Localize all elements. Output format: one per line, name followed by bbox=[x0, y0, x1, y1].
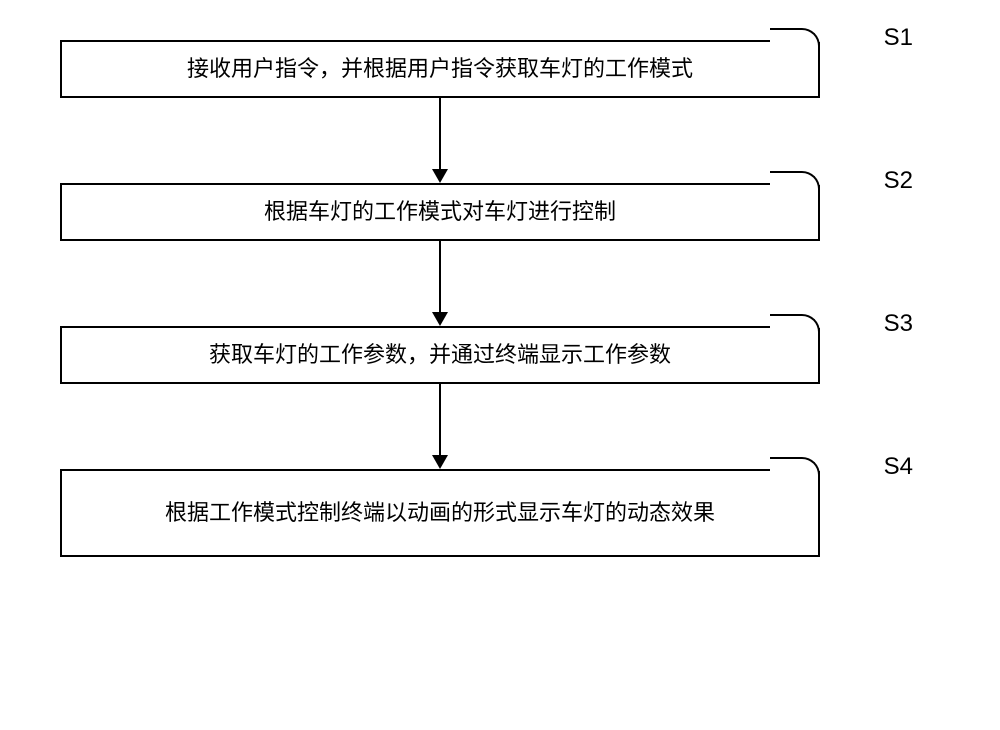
connector-curve bbox=[770, 326, 820, 328]
step-label: S1 bbox=[884, 24, 913, 52]
arrow-line bbox=[439, 384, 441, 457]
arrow-head bbox=[432, 312, 448, 326]
connector-curve bbox=[770, 40, 820, 42]
step-box-s2: 根据车灯的工作模式对车灯进行控制 S2 bbox=[60, 183, 820, 241]
arrow-line bbox=[439, 98, 441, 171]
arrow-connector bbox=[60, 241, 820, 326]
step-box-s4: 根据工作模式控制终端以动画的形式显示车灯的动态效果 S4 bbox=[60, 469, 820, 557]
arrow-head bbox=[432, 455, 448, 469]
step-text: 获取车灯的工作参数，并通过终端显示工作参数 bbox=[209, 337, 671, 372]
step-text: 根据车灯的工作模式对车灯进行控制 bbox=[264, 194, 616, 229]
step-label: S3 bbox=[884, 310, 913, 338]
connector-curve bbox=[770, 469, 820, 471]
step-label: S4 bbox=[884, 453, 913, 481]
step-box-s1: 接收用户指令，并根据用户指令获取车灯的工作模式 S1 bbox=[60, 40, 820, 98]
step-text: 接收用户指令，并根据用户指令获取车灯的工作模式 bbox=[187, 51, 693, 86]
arrow-connector bbox=[60, 384, 820, 469]
step-label: S2 bbox=[884, 167, 913, 195]
flowchart-container: 接收用户指令，并根据用户指令获取车灯的工作模式 S1 根据车灯的工作模式对车灯进… bbox=[60, 40, 940, 557]
connector-curve bbox=[770, 183, 820, 185]
arrow-line bbox=[439, 241, 441, 314]
arrow-connector bbox=[60, 98, 820, 183]
step-box-s3: 获取车灯的工作参数，并通过终端显示工作参数 S3 bbox=[60, 326, 820, 384]
step-text: 根据工作模式控制终端以动画的形式显示车灯的动态效果 bbox=[165, 495, 715, 530]
arrow-head bbox=[432, 169, 448, 183]
